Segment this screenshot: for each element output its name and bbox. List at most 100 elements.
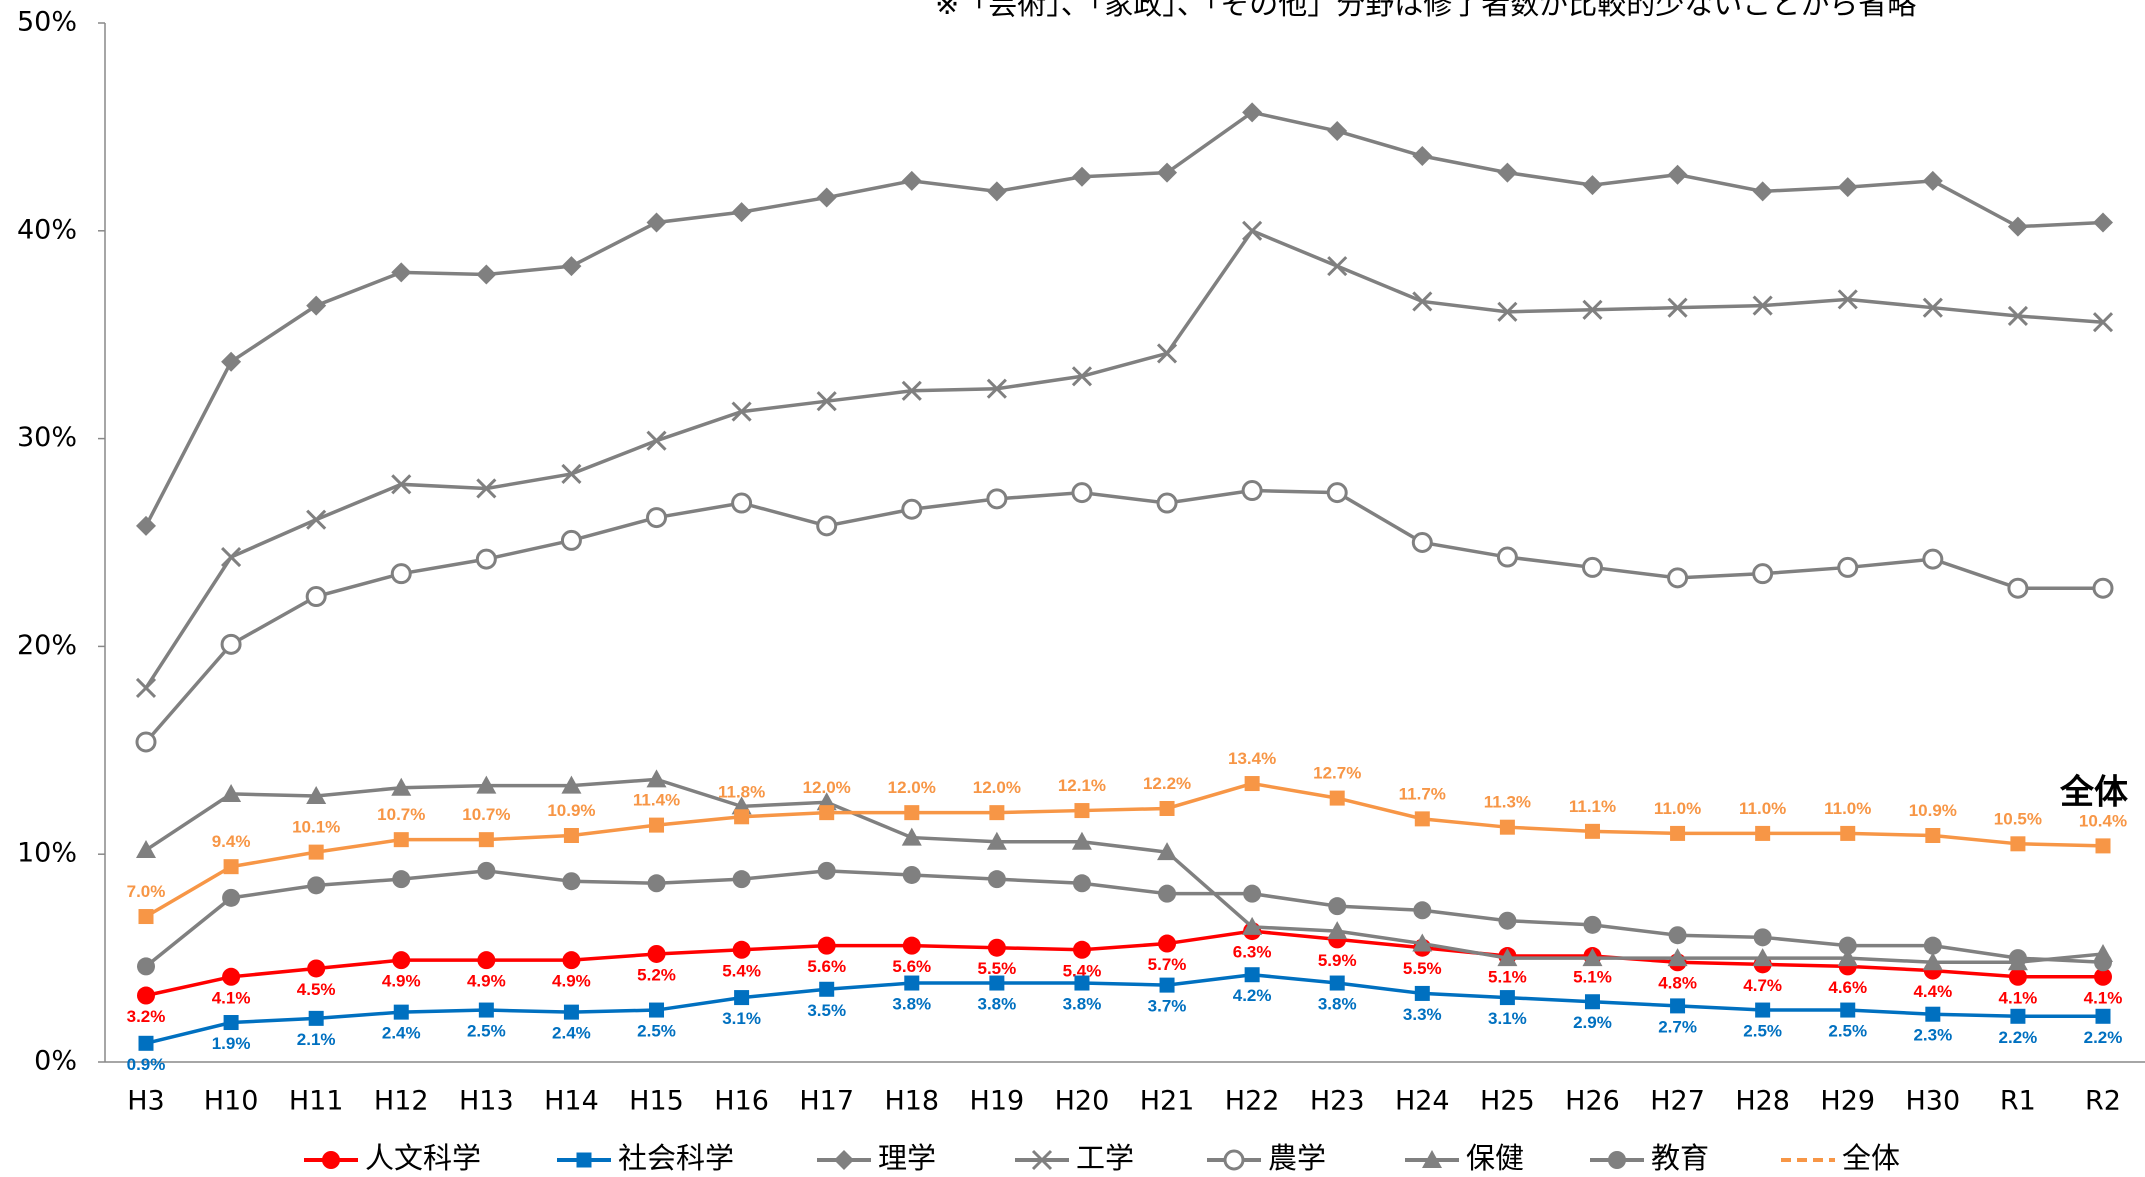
data-label: 9.4% xyxy=(212,832,251,851)
marker xyxy=(1074,803,1090,819)
data-label: 3.1% xyxy=(722,1009,761,1028)
x-tick-label: H18 xyxy=(884,1086,939,1117)
marker xyxy=(1667,164,1688,185)
data-label: 12.2% xyxy=(1143,774,1191,793)
marker xyxy=(1158,934,1177,953)
marker xyxy=(221,351,242,372)
marker xyxy=(136,840,156,859)
marker xyxy=(1925,827,1941,843)
data-label: 3.2% xyxy=(127,1007,166,1026)
data-label: 11.7% xyxy=(1399,784,1446,803)
marker xyxy=(1670,825,1686,841)
marker xyxy=(1584,823,1600,839)
marker xyxy=(649,1002,665,1018)
legend-item: 教育 xyxy=(1590,1141,1709,1175)
data-label: 10.9% xyxy=(547,801,595,820)
data-label: 11.0% xyxy=(1824,799,1871,818)
data-label: 4.6% xyxy=(1828,978,1867,997)
marker xyxy=(1925,1006,1941,1022)
marker xyxy=(561,463,582,484)
data-label: 11.4% xyxy=(633,791,680,810)
marker xyxy=(392,870,411,889)
data-label: 10.7% xyxy=(377,805,425,824)
data-label: 10.9% xyxy=(1909,801,1957,820)
data-label: 4.9% xyxy=(467,972,506,991)
marker xyxy=(561,775,582,794)
marker xyxy=(1922,548,1944,570)
legend-label: 工学 xyxy=(1076,1141,1134,1175)
marker xyxy=(2092,577,2114,599)
marker xyxy=(1753,928,1772,947)
x-tick-label: H28 xyxy=(1735,1086,1790,1117)
x-tick-label: H13 xyxy=(459,1086,514,1117)
marker xyxy=(986,831,1007,850)
marker xyxy=(646,769,667,788)
marker xyxy=(2008,949,2027,968)
data-label: 2.5% xyxy=(467,1022,506,1041)
marker xyxy=(1752,948,1773,967)
series xyxy=(135,220,2114,699)
x-tick-label: H29 xyxy=(1820,1086,1875,1117)
marker xyxy=(221,783,242,802)
y-tick-label: 20% xyxy=(17,630,77,661)
data-label: 5.4% xyxy=(722,961,761,980)
data-label: 12.0% xyxy=(803,778,851,797)
x-tick-label: R1 xyxy=(2000,1086,2036,1117)
data-label: 5.4% xyxy=(1063,961,1102,980)
data-label: 10.1% xyxy=(292,818,340,837)
data-label: 2.4% xyxy=(552,1024,591,1043)
series: 0.9% 1.9% 2.1% 2.4% 2.5% 2.4% 2.5% 3.1% 3.5% 3.8%… xyxy=(127,967,2122,1074)
data-label: 4.4% xyxy=(1913,982,1952,1001)
marker xyxy=(734,809,750,825)
marker xyxy=(1497,948,1518,967)
data-label: 5.7% xyxy=(1148,955,1187,974)
marker xyxy=(1667,948,1688,967)
x-tick-label: H27 xyxy=(1650,1086,1705,1117)
marker xyxy=(562,872,581,891)
marker xyxy=(901,827,922,846)
data-label: 2.5% xyxy=(637,1022,676,1041)
marker xyxy=(2007,577,2029,599)
marker xyxy=(901,498,923,520)
marker xyxy=(1327,121,1348,142)
marker xyxy=(305,586,327,608)
data-label: 2.1% xyxy=(297,1030,336,1049)
marker xyxy=(1242,916,1263,935)
data-label: 3.7% xyxy=(1148,997,1187,1016)
marker xyxy=(393,832,409,848)
x-tick-label: H15 xyxy=(629,1086,684,1117)
marker xyxy=(560,529,582,551)
marker xyxy=(1837,289,1858,310)
data-label: 12.0% xyxy=(973,778,1021,797)
marker xyxy=(137,957,155,976)
legend-marker xyxy=(576,1152,592,1168)
legend-label: 理学 xyxy=(878,1141,936,1175)
marker xyxy=(475,548,497,570)
marker xyxy=(137,986,155,1005)
marker xyxy=(222,888,241,907)
marker xyxy=(1840,825,1856,841)
marker xyxy=(138,909,154,925)
marker xyxy=(1241,480,1263,502)
marker xyxy=(476,478,497,499)
marker xyxy=(1328,897,1347,916)
marker xyxy=(1581,556,1603,578)
marker xyxy=(816,515,838,537)
marker xyxy=(2010,836,2026,852)
marker xyxy=(986,181,1007,202)
marker xyxy=(731,492,753,514)
marker xyxy=(1243,884,1262,903)
data-label: 2.4% xyxy=(382,1024,421,1043)
series xyxy=(136,102,2113,536)
marker xyxy=(2095,1008,2111,1024)
marker xyxy=(2007,216,2028,237)
marker xyxy=(1157,842,1178,861)
marker xyxy=(1582,299,1603,320)
marker xyxy=(1071,366,1093,387)
data-label: 2.2% xyxy=(1999,1028,2038,1047)
marker xyxy=(221,546,242,568)
marker xyxy=(1414,985,1430,1001)
x-tick-label: H23 xyxy=(1310,1086,1365,1117)
data-label: 11.3% xyxy=(1484,793,1531,812)
marker xyxy=(392,951,411,970)
